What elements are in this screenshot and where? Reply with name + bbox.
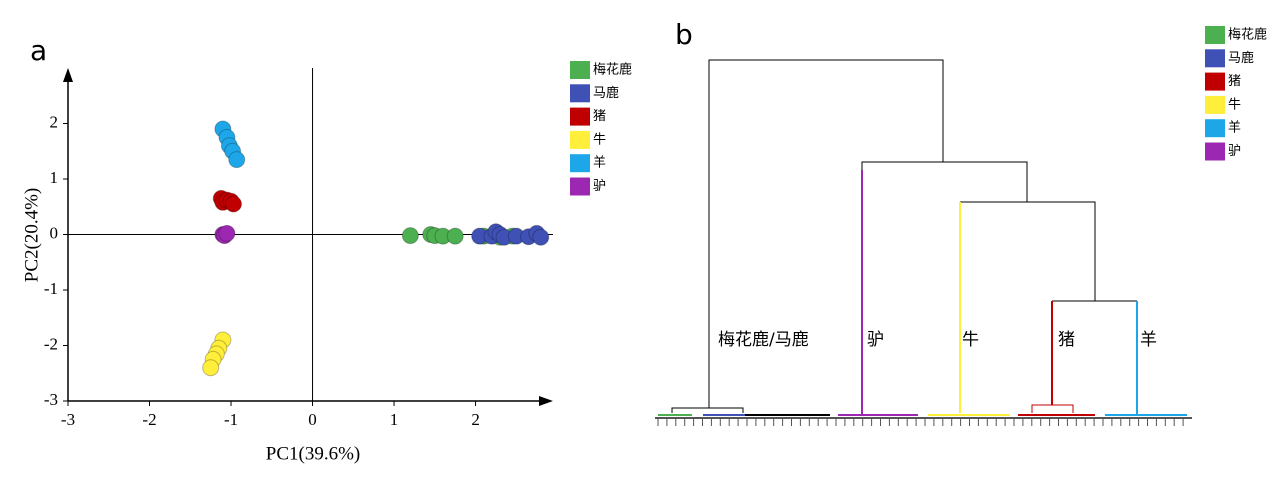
- legend-swatch: [1205, 119, 1225, 138]
- cluster-label: 梅花鹿/马鹿: [718, 330, 809, 350]
- x-tick-label: -2: [142, 410, 156, 429]
- cluster-label: 羊: [1140, 330, 1157, 350]
- y-tick-label: -1: [44, 279, 58, 298]
- point: [532, 228, 550, 246]
- legend-swatch: [1205, 26, 1225, 44]
- legend-swatch: [570, 61, 590, 79]
- y-arrow: [63, 68, 73, 82]
- x-tick-label: -3: [61, 410, 75, 429]
- x-tick-label: 1: [390, 410, 399, 429]
- legend-swatch: [570, 84, 590, 103]
- legend-label: 马鹿: [593, 85, 619, 101]
- y-tick-label: 1: [50, 168, 59, 187]
- cluster-label: 驴: [867, 330, 884, 350]
- legend-label: 驴: [593, 178, 606, 194]
- legend-label: 梅花鹿: [593, 62, 632, 78]
- dendrogram-ticks: [657, 418, 1184, 426]
- legend-label: 牛: [593, 132, 606, 147]
- point: [202, 359, 220, 377]
- x-arrow: [539, 396, 553, 406]
- y-tick-label: -3: [44, 390, 58, 409]
- panel-label: b: [675, 18, 693, 51]
- legend-label: 马鹿: [1228, 50, 1254, 66]
- y-tick-label: -2: [44, 334, 58, 353]
- legend-label: 羊: [1228, 120, 1241, 136]
- legend-label: 驴: [1228, 143, 1241, 159]
- panel-label: a: [30, 34, 47, 67]
- point: [224, 195, 242, 213]
- legend-label: 羊: [593, 155, 606, 171]
- legend-swatch: [1205, 95, 1225, 114]
- cluster-label: 猪: [1058, 330, 1075, 350]
- y-axis-label: PC2(20.4%): [21, 188, 42, 282]
- legend-swatch: [1205, 72, 1225, 91]
- dendrogram: [655, 59, 1192, 419]
- x-tick-label: 2: [471, 410, 480, 429]
- cluster-label: 牛: [962, 330, 979, 350]
- legend-swatch: [570, 107, 590, 126]
- y-tick-label: 0: [50, 223, 59, 242]
- y-tick-label: 2: [50, 112, 59, 131]
- point: [446, 227, 464, 245]
- point: [401, 227, 419, 245]
- legend-swatch: [570, 154, 590, 173]
- legend-swatch: [1205, 142, 1225, 161]
- legend-label: 牛: [1228, 97, 1241, 112]
- point: [228, 151, 246, 169]
- x-axis-label: PC1(39.6%): [266, 443, 360, 464]
- legend-label: 猪: [593, 109, 606, 124]
- legend-swatch: [570, 177, 590, 196]
- legend-swatch: [570, 130, 590, 149]
- legend-label: 梅花鹿: [1228, 27, 1267, 43]
- x-tick-label: -1: [224, 410, 238, 429]
- x-tick-label: 0: [308, 410, 317, 429]
- legend-label: 猪: [1228, 74, 1241, 89]
- point: [218, 224, 236, 242]
- legend-swatch: [1205, 49, 1225, 68]
